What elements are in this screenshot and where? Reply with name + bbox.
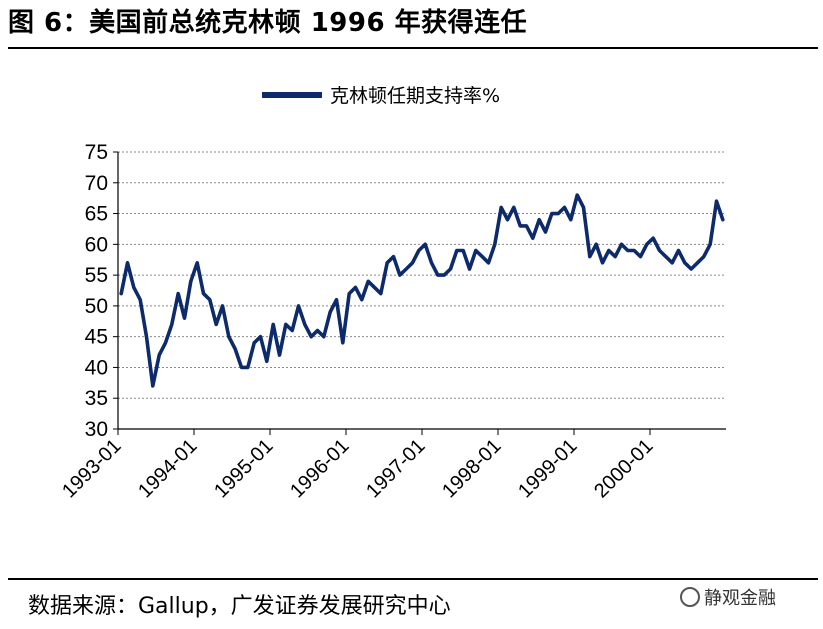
x-tick-label: 1996-01 [286, 435, 353, 502]
watermark: 静观金融 [680, 584, 776, 610]
title-divider [8, 47, 818, 49]
x-tick-label: 1995-01 [210, 435, 277, 502]
y-tick-label: 70 [85, 172, 108, 195]
x-tick-label: 1997-01 [362, 435, 429, 502]
y-tick-label: 35 [85, 387, 108, 410]
footer-divider [8, 578, 818, 580]
legend-label: 克林顿任期支持率% [330, 85, 500, 107]
y-tick-label: 50 [85, 295, 108, 318]
x-tick-label: 1998-01 [438, 435, 505, 502]
x-tick-label: 1999-01 [514, 435, 581, 502]
x-tick-label: 1993-01 [58, 435, 125, 502]
axes [117, 152, 726, 430]
y-tick-label: 55 [85, 264, 108, 287]
watermark-label: 静观金融 [704, 588, 776, 609]
y-tick-label: 75 [85, 141, 108, 164]
y-axis-tick-labels: 30 35 40 45 50 55 60 65 70 75 [85, 141, 118, 441]
gridlines [118, 151, 726, 399]
x-tick-label: 1994-01 [134, 435, 201, 502]
wechat-icon [680, 587, 700, 607]
source-note: 数据来源：Gallup，广发证券发展研究中心 [28, 594, 451, 619]
x-tick-label: 2000-01 [590, 435, 657, 502]
series-layer [119, 193, 725, 388]
page-title: 图 6：美国前总统克林顿 1996 年获得连任 [8, 8, 528, 38]
y-tick-label: 45 [85, 326, 108, 349]
y-tick-label: 30 [85, 418, 108, 441]
x-axis-tick-labels: 1993-01 1994-01 1995-01 1996-01 1997-01 1998-… [58, 429, 658, 502]
y-tick-label: 60 [85, 233, 108, 256]
y-tick-label: 65 [85, 203, 108, 226]
y-tick-label: 40 [85, 356, 108, 379]
series-line-approval [119, 193, 725, 388]
chart-legend: 克林顿任期支持率% [262, 85, 500, 107]
